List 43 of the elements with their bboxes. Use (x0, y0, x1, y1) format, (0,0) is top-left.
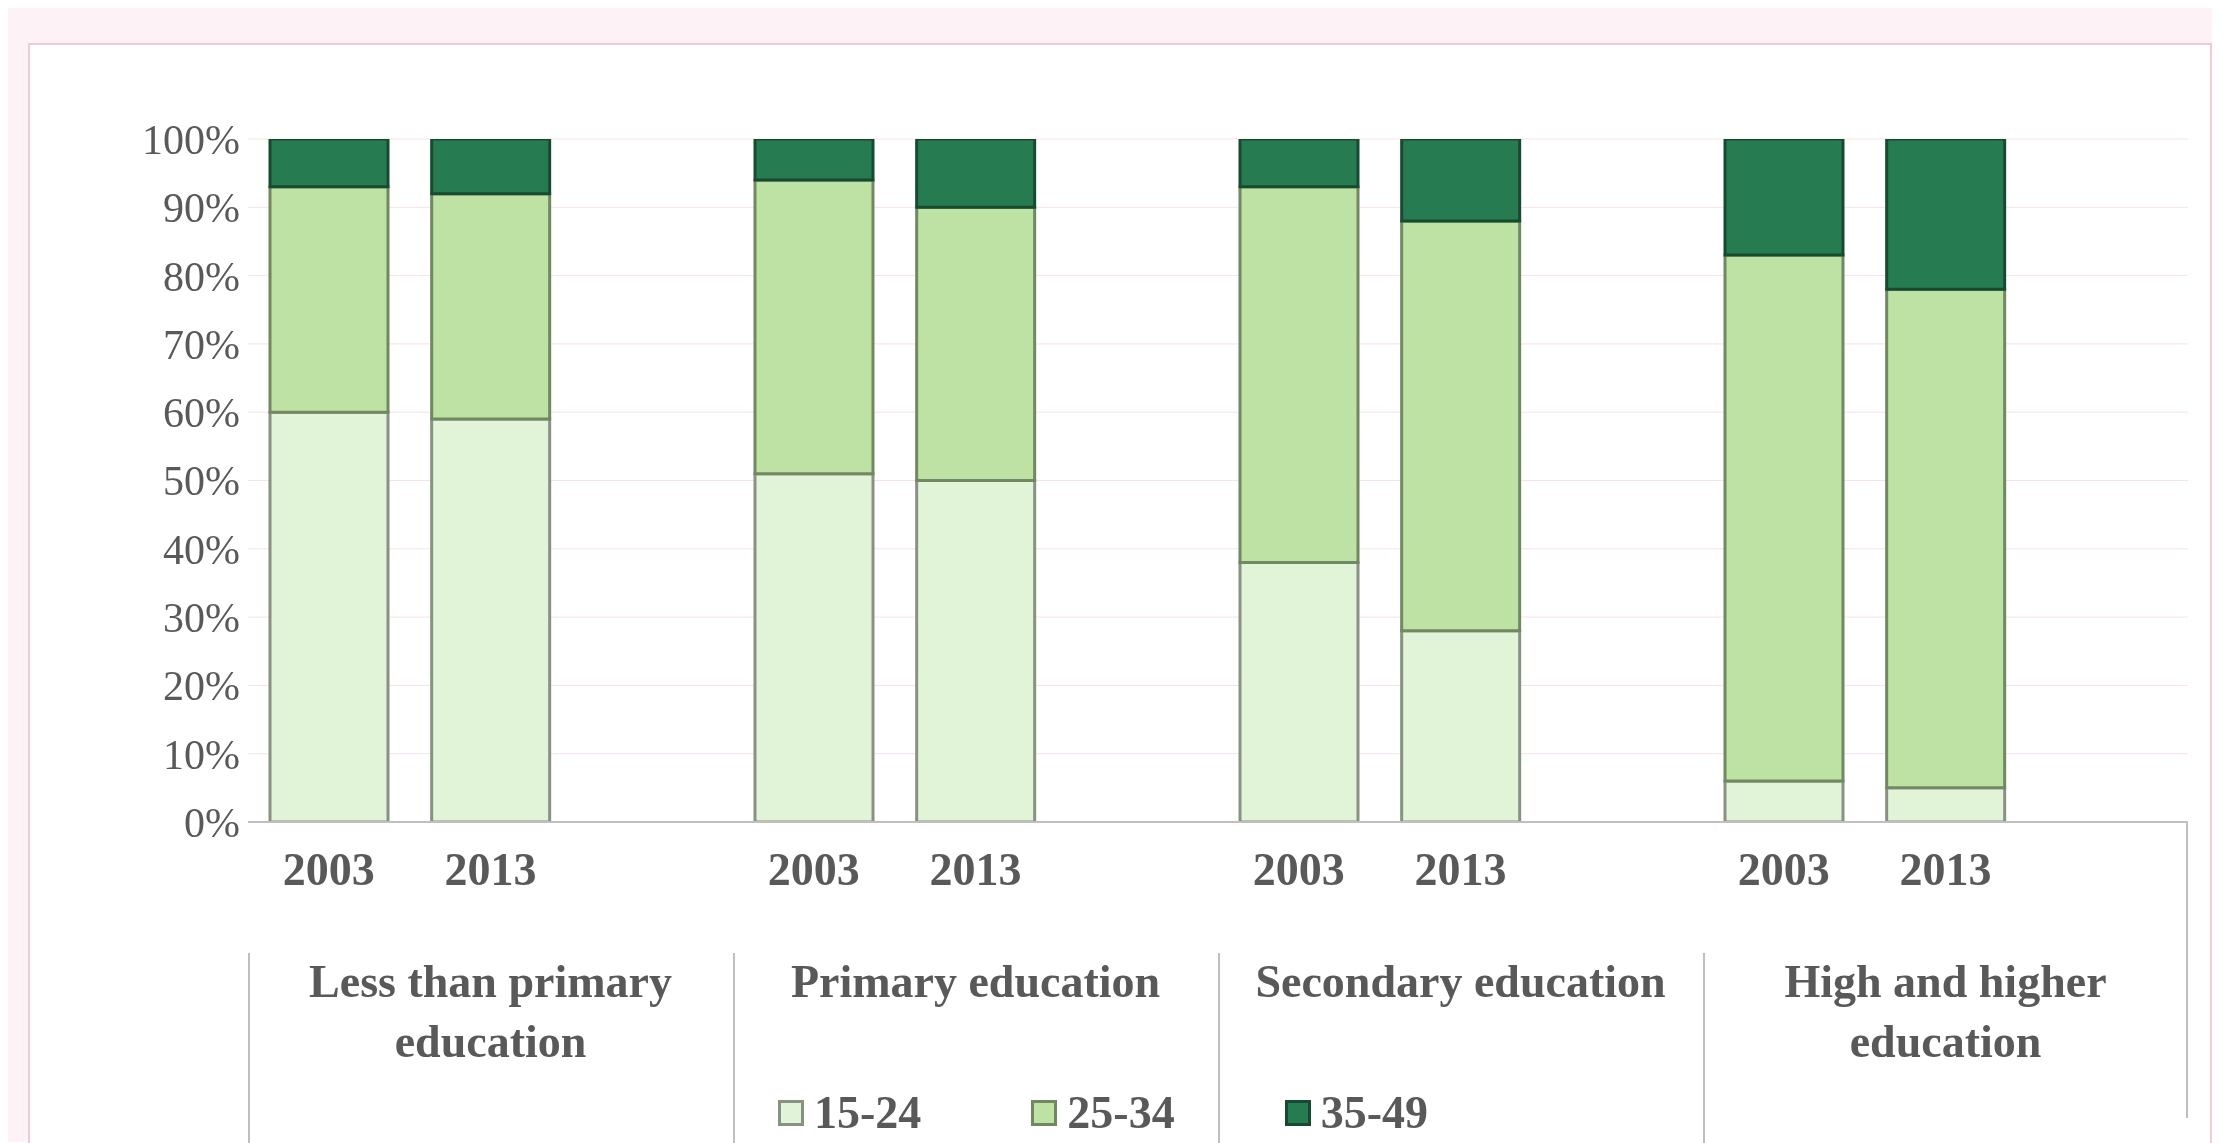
bar (430, 192, 552, 421)
x-tick-label: 2003 (1252, 843, 1345, 895)
x-tick-label: 2013 (1414, 843, 1507, 895)
y-tick-label: 20% (163, 663, 240, 710)
bar (1400, 219, 1522, 633)
y-tick-label: 0% (184, 799, 240, 846)
y-tick-label: 80% (163, 253, 240, 300)
bar (1238, 185, 1360, 564)
text: Secondary education (1254, 955, 1667, 1009)
y-tick-label: 60% (163, 390, 240, 437)
bar (915, 139, 1037, 209)
bar (268, 139, 390, 189)
x-tick-label: 2013 (929, 843, 1022, 895)
bar (753, 139, 875, 182)
bar (1400, 139, 1522, 223)
legend-label: 25-34 (1067, 1087, 1175, 1138)
x-tick-label: 2003 (767, 843, 860, 895)
text: Less than primary education (308, 955, 673, 1069)
text: Primary education (789, 955, 1162, 1009)
bar (430, 139, 552, 196)
bar (915, 479, 1037, 822)
y-tick-label: 90% (163, 185, 240, 232)
bar (1885, 786, 2007, 822)
bar (1400, 629, 1522, 822)
y-tick-label: 100% (142, 116, 240, 163)
y-tick-label: 30% (163, 595, 240, 642)
x-tick-label: 2003 (1737, 843, 1830, 895)
bar (1238, 139, 1360, 189)
y-tick-label: 40% (163, 526, 240, 573)
bar (268, 185, 390, 414)
bar (1723, 139, 1845, 257)
bar (1885, 139, 2007, 291)
x-tick-label: 2003 (282, 843, 375, 895)
x-tick-label: 2013 (1899, 843, 1992, 895)
y-tick-label: 10% (163, 731, 240, 778)
y-tick-label: 70% (163, 321, 240, 368)
legend-label: 35-49 (1320, 1087, 1428, 1138)
bar (753, 178, 875, 476)
text: High and higher education (1783, 955, 2108, 1069)
bar (753, 472, 875, 822)
y-tick-label: 50% (163, 458, 240, 505)
legend-label: 15-24 (814, 1087, 922, 1138)
x-tick-label: 2013 (444, 843, 537, 895)
